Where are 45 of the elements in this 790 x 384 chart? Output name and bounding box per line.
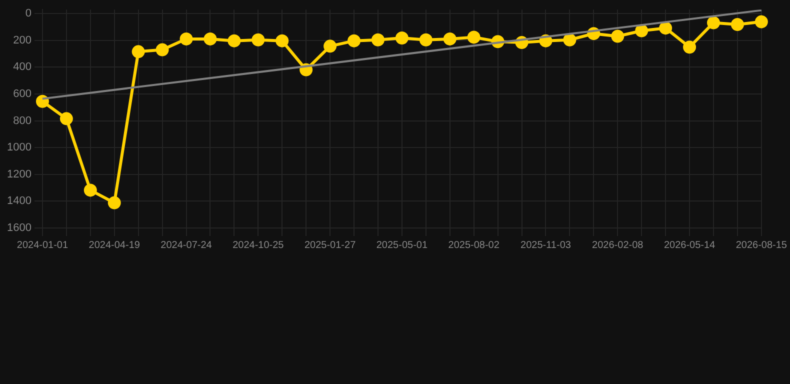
point bbox=[204, 32, 217, 46]
point bbox=[228, 34, 241, 48]
point bbox=[563, 33, 576, 46]
x-tick-label: 2024-01-01 bbox=[16, 240, 68, 251]
y-tick-label: 1400 bbox=[6, 195, 32, 208]
y-tick-label: 0 bbox=[25, 8, 32, 20]
point bbox=[324, 40, 337, 53]
y-tick-label: 200 bbox=[13, 34, 32, 46]
x-tick-label: 2024-04-19 bbox=[88, 240, 140, 251]
point bbox=[443, 32, 456, 46]
point bbox=[132, 45, 145, 58]
point bbox=[348, 34, 361, 48]
point bbox=[611, 30, 624, 43]
point bbox=[84, 184, 97, 197]
x-tick-label: 2025-08-02 bbox=[448, 240, 500, 251]
x-tick-label: 2026-05-14 bbox=[664, 240, 716, 251]
point bbox=[60, 112, 73, 126]
y-tick-label: 1000 bbox=[6, 142, 32, 154]
x-tick-label: 2025-01-27 bbox=[304, 240, 356, 251]
x-tick-label: 2026-02-08 bbox=[592, 240, 644, 251]
point bbox=[467, 30, 480, 44]
x-tick-label: 2025-05-01 bbox=[376, 240, 428, 251]
point bbox=[108, 196, 121, 210]
y-tick-label: 400 bbox=[13, 61, 32, 74]
point bbox=[156, 43, 169, 56]
x-tick-label: 2024-07-24 bbox=[160, 240, 212, 251]
y-tick-label: 1600 bbox=[6, 222, 32, 234]
point bbox=[395, 32, 408, 45]
point bbox=[683, 40, 696, 54]
point bbox=[419, 33, 432, 46]
x-tick-label: 2025-11-03 bbox=[520, 240, 572, 251]
point bbox=[180, 32, 193, 46]
y-tick-label: 800 bbox=[13, 114, 32, 127]
point bbox=[754, 15, 768, 28]
y-tick-label: 600 bbox=[13, 88, 32, 100]
y-tick-label: 1200 bbox=[6, 168, 32, 180]
point bbox=[730, 18, 744, 31]
point bbox=[635, 24, 648, 38]
point bbox=[276, 34, 289, 48]
x-tick-label: 2024-10-25 bbox=[232, 240, 284, 251]
point bbox=[706, 16, 720, 30]
x-tick-label: 2026-08-15 bbox=[736, 240, 788, 251]
point bbox=[252, 33, 265, 46]
point bbox=[659, 22, 672, 35]
point bbox=[371, 33, 384, 46]
